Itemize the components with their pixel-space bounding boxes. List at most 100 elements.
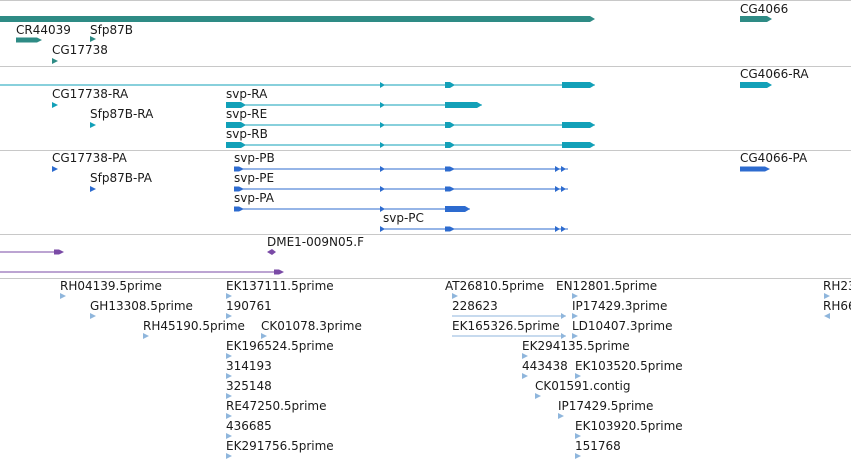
mrna-feature-svp-main-exon[interactable] <box>445 82 455 88</box>
est-label[interactable]: 190761 <box>226 299 272 313</box>
est-feature[interactable] <box>575 433 581 439</box>
protein-label-svp-pe[interactable]: svp-PE <box>234 171 275 185</box>
gene-label-cg4066[interactable]: CG4066 <box>740 2 789 16</box>
mrna-feature-svp-ra-exon[interactable] <box>226 102 246 108</box>
mrna-feature-svp-rb-exon[interactable] <box>562 142 595 148</box>
protein-feature-svp-pe-strand-arrow[interactable] <box>561 186 566 192</box>
est-label[interactable]: EN12801.5prime <box>556 279 658 293</box>
mrna-feature-svp-main-exon[interactable] <box>562 82 595 88</box>
est-contig-label[interactable]: DME1-009N05.F <box>267 235 365 249</box>
est-feature[interactable] <box>226 453 232 459</box>
est-label[interactable]: 228623 <box>452 299 498 313</box>
protein-feature-svp-pc-exon[interactable] <box>445 226 455 232</box>
est-label[interactable]: AT26810.5prime <box>445 279 545 293</box>
est-label[interactable]: RH04139.5prime <box>60 279 162 293</box>
protein-feature-cg4066-pa[interactable] <box>740 166 770 172</box>
est-label[interactable]: GH13308.5prime <box>90 299 193 313</box>
protein-feature-svp-pa-strand-arrow[interactable] <box>380 206 385 212</box>
mrna-label-sfp87b-ra[interactable]: Sfp87B-RA <box>90 107 154 121</box>
est-feature-arrow[interactable] <box>561 333 566 339</box>
protein-feature-svp-pb-strand-arrow[interactable] <box>561 166 566 172</box>
est-feature[interactable] <box>572 333 578 339</box>
mrna-feature-svp-re-exon[interactable] <box>562 122 595 128</box>
est-label[interactable]: 314193 <box>226 359 272 373</box>
gene-feature-cr44039[interactable] <box>16 37 42 43</box>
protein-feature-svp-pb-strand-arrow[interactable] <box>555 166 560 172</box>
est-label[interactable]: EK103520.5prime <box>575 359 683 373</box>
est-label[interactable]: IP17429.3prime <box>572 299 668 313</box>
protein-feature-svp-pa-exon[interactable] <box>445 206 470 212</box>
protein-feature-svp-pc-strand-arrow[interactable] <box>380 226 385 232</box>
est-label[interactable]: 325148 <box>226 379 272 393</box>
est-feature[interactable] <box>575 453 581 459</box>
protein-feature-svp-pc-strand-arrow[interactable] <box>555 226 560 232</box>
mrna-feature-svp-rb-exon[interactable] <box>445 142 455 148</box>
est-label[interactable]: LD10407.3prime <box>572 319 673 333</box>
gene-label-cg17738[interactable]: CG17738 <box>52 43 108 57</box>
est-feature[interactable] <box>522 373 528 379</box>
est-label[interactable]: EK103920.5prime <box>575 419 683 433</box>
protein-label-svp-pa[interactable]: svp-PA <box>234 191 274 205</box>
protein-feature-svp-pe-strand-arrow[interactable] <box>380 186 385 192</box>
est-feature[interactable] <box>226 393 232 399</box>
est-label[interactable]: EK294135.5prime <box>522 339 630 353</box>
est-feature[interactable] <box>558 413 564 419</box>
gene-label-cr44039[interactable]: CR44039 <box>16 23 71 37</box>
est-label[interactable]: RH45190.5prime <box>143 319 245 333</box>
est-label[interactable]: CK01078.3prime <box>261 319 362 333</box>
est-feature[interactable] <box>572 313 578 319</box>
est-feature[interactable] <box>90 313 96 319</box>
est-feature[interactable] <box>261 333 267 339</box>
est-label[interactable]: IP17429.5prime <box>558 399 654 413</box>
est-feature[interactable] <box>452 293 458 299</box>
est-feature[interactable] <box>226 433 232 439</box>
est-contig-feature-dme1[interactable] <box>267 249 276 255</box>
est-feature-arrow[interactable] <box>561 313 566 319</box>
est-label[interactable]: EK196524.5prime <box>226 339 334 353</box>
mrna-feature-svp-re-exon[interactable] <box>226 122 246 128</box>
mrna-feature-svp-rb-exon[interactable] <box>226 142 246 148</box>
gene-feature-sfp87b[interactable] <box>90 36 96 42</box>
est-feature[interactable] <box>226 413 232 419</box>
protein-feature-svp-pc-strand-arrow[interactable] <box>561 226 566 232</box>
est-feature[interactable] <box>572 293 578 299</box>
gene-label-sfp87b[interactable]: Sfp87B <box>90 23 133 37</box>
est-contig-feature-end[interactable] <box>54 249 64 255</box>
mrna-feature-svp-ra-exon[interactable] <box>445 102 482 108</box>
gene-feature-svp[interactable] <box>0 16 595 22</box>
est-feature[interactable] <box>226 313 232 319</box>
mrna-feature-cg17738-ra[interactable] <box>52 102 58 108</box>
mrna-feature-sfp87b-ra[interactable] <box>90 122 96 128</box>
protein-label-svp-pc[interactable]: svp-PC <box>383 211 424 225</box>
est-feature[interactable] <box>60 293 66 299</box>
est-feature[interactable] <box>226 353 232 359</box>
protein-feature-cg17738-pa[interactable] <box>52 166 58 172</box>
protein-feature-svp-pb-exon[interactable] <box>445 166 455 172</box>
mrna-label-cg17738-ra[interactable]: CG17738-RA <box>52 87 129 101</box>
est-feature[interactable] <box>143 333 149 339</box>
mrna-feature-svp-re-exon[interactable] <box>445 122 455 128</box>
mrna-feature-cg4066-ra[interactable] <box>740 82 772 88</box>
protein-feature-svp-pa-exon[interactable] <box>234 206 244 212</box>
est-label[interactable]: EK165326.5prime <box>452 319 560 333</box>
est-contig-feature-long-end[interactable] <box>274 269 284 275</box>
gene-feature-cg17738[interactable] <box>52 58 58 64</box>
mrna-feature-svp-rb-strand-arrow[interactable] <box>380 142 385 148</box>
est-label[interactable]: EK137111.5prime <box>226 279 334 293</box>
protein-feature-svp-pb-strand-arrow[interactable] <box>380 166 385 172</box>
protein-label-svp-pb[interactable]: svp-PB <box>234 151 275 165</box>
protein-label-cg17738-pa[interactable]: CG17738-PA <box>52 151 127 165</box>
est-label[interactable]: 151768 <box>575 439 621 453</box>
protein-feature-svp-pe-exon[interactable] <box>234 186 244 192</box>
mrna-label-svp-ra[interactable]: svp-RA <box>226 87 268 101</box>
protein-label-cg4066-pa[interactable]: CG4066-PA <box>740 151 808 165</box>
mrna-label-cg4066-ra[interactable]: CG4066-RA <box>740 67 809 81</box>
protein-feature-svp-pe-exon[interactable] <box>445 186 455 192</box>
mrna-label-svp-rb[interactable]: svp-RB <box>226 127 268 141</box>
mrna-feature-svp-main-strand-arrow[interactable] <box>380 82 385 88</box>
est-label[interactable]: 436685 <box>226 419 272 433</box>
est-label[interactable]: CK01591.contig <box>535 379 631 393</box>
est-feature[interactable] <box>226 373 232 379</box>
est-feature[interactable] <box>535 393 541 399</box>
protein-feature-svp-pb-exon[interactable] <box>234 166 244 172</box>
